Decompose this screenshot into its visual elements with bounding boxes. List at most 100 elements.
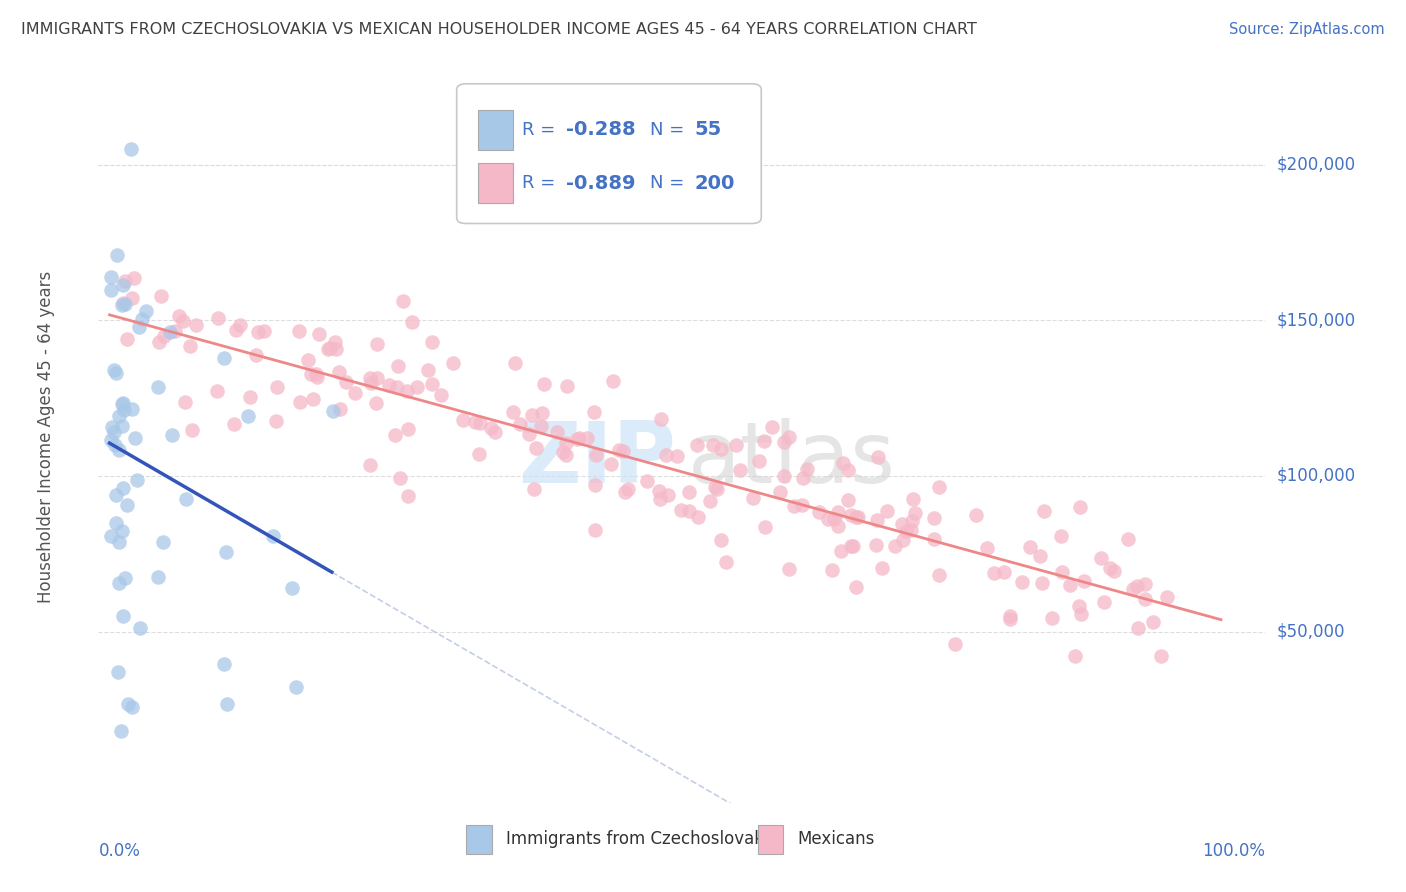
Point [112,608,135,623]
Point [823,512,845,526]
Point [1135,576,1157,591]
Point [714,555,737,569]
Point [181,423,204,437]
Point [107,409,129,424]
Point [555,379,578,393]
Point [866,450,889,464]
Point [179,339,201,353]
Point [837,493,859,508]
Point [111,524,134,539]
Point [585,478,607,492]
Point [1064,648,1087,663]
Text: $200,000: $200,000 [1277,156,1355,174]
Point [585,448,607,462]
Point [207,311,229,326]
Point [783,499,806,513]
Point [583,405,606,419]
Point [323,334,346,349]
Point [121,699,143,714]
Point [108,535,131,549]
Point [655,449,678,463]
Point [366,371,388,385]
Point [105,516,128,531]
Point [264,414,287,428]
Text: R =: R = [522,174,561,193]
Text: ZIP: ZIP [519,417,676,500]
Point [928,567,950,582]
Text: Immigrants from Czechoslovakia: Immigrants from Czechoslovakia [506,830,779,848]
Point [769,485,792,500]
Point [127,473,149,487]
Point [1000,612,1022,626]
Point [225,323,247,337]
Point [100,269,122,284]
Point [297,352,319,367]
Point [665,450,688,464]
Point [1092,595,1115,609]
Point [876,504,898,518]
Point [1059,578,1081,592]
Point [1018,540,1040,554]
Point [1028,549,1050,563]
Point [1033,503,1056,517]
Point [107,443,129,458]
Point [148,335,170,350]
Point [212,657,235,671]
Point [112,403,135,417]
Point [100,433,122,447]
FancyBboxPatch shape [478,163,513,203]
Point [724,437,747,451]
Point [112,481,135,495]
Point [748,453,770,467]
Point [302,392,325,407]
Point [464,415,486,429]
Point [636,474,658,488]
Point [120,142,142,156]
Point [262,529,284,543]
Point [343,386,366,401]
Text: 55: 55 [695,120,723,139]
Point [101,419,124,434]
Point [502,405,524,419]
Point [1126,621,1149,635]
Point [215,698,238,712]
Point [160,428,183,442]
Point [524,442,547,456]
Point [401,315,423,329]
Text: 100.0%: 100.0% [1202,842,1265,860]
Point [1040,611,1063,625]
Text: Householder Income Ages 45 - 64 years: Householder Income Ages 45 - 64 years [37,271,55,603]
Point [305,367,328,381]
Point [104,366,127,380]
Point [617,482,640,496]
Point [943,637,966,651]
Point [900,514,922,528]
Point [229,318,252,332]
Point [508,417,530,431]
Point [146,570,169,584]
Point [1133,591,1156,606]
Point [922,510,945,524]
Point [105,248,128,262]
Point [288,395,311,409]
Point [117,697,139,711]
Point [699,494,721,508]
Text: N =: N = [651,121,690,139]
Point [389,471,412,485]
Point [266,380,288,394]
Point [546,425,568,440]
Point [366,337,388,351]
Bar [465,825,492,854]
Point [174,491,197,506]
Point [865,538,887,552]
Point [378,378,401,392]
Point [686,437,709,451]
Point [657,488,679,502]
Point [1090,550,1112,565]
Point [1102,564,1125,578]
Point [468,416,491,430]
Point [253,324,276,338]
Point [111,296,134,310]
Point [702,437,724,451]
Point [555,448,578,462]
